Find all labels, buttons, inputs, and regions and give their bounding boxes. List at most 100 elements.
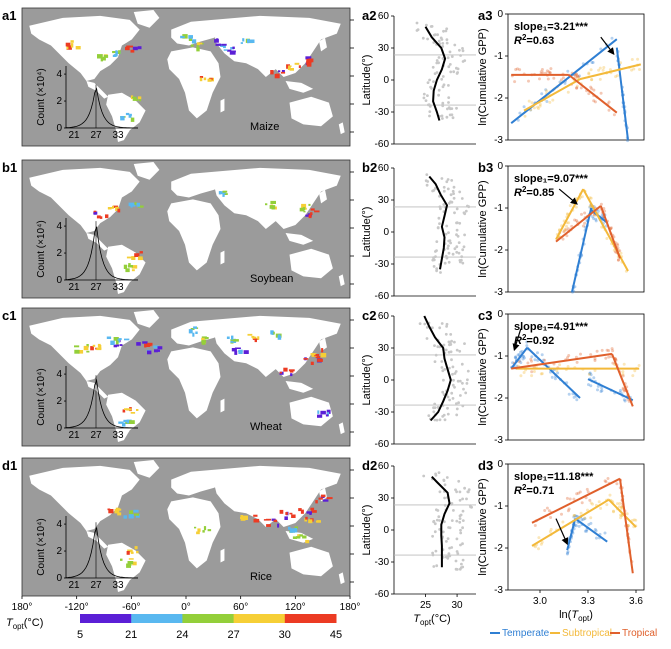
crop-patch (315, 500, 318, 504)
lat-point (423, 322, 427, 326)
lat-point (462, 387, 465, 391)
crop-patch (277, 523, 280, 528)
lat-point (448, 398, 451, 402)
lat-point (452, 192, 455, 196)
lat-point (456, 379, 460, 383)
reg-point (600, 386, 604, 390)
reg-point (567, 354, 571, 357)
crop-patch (137, 46, 142, 50)
reg-point (619, 513, 622, 517)
lat-point (437, 56, 441, 59)
lat-point (440, 177, 444, 180)
lat-point (422, 92, 426, 96)
lat-point (449, 350, 453, 354)
reg-frame (507, 463, 645, 591)
crop-patch (126, 551, 130, 555)
panel-label: a1 (2, 8, 16, 23)
lat-point (427, 414, 431, 417)
reg-point (590, 78, 594, 82)
reg-line-temperate (526, 346, 581, 399)
lat-point (445, 256, 449, 260)
crop-patch (242, 38, 245, 42)
crop-patch (271, 518, 276, 521)
lat-point (461, 404, 465, 408)
lat-point (443, 418, 447, 422)
lat-point (445, 38, 449, 42)
lat-point (454, 567, 458, 571)
crop-patch (222, 193, 225, 197)
lat-point (446, 178, 450, 181)
lat-y-label: Latitude(°) (361, 355, 373, 406)
reg-point (622, 388, 626, 391)
reg-point (636, 57, 640, 61)
lat-point (440, 366, 444, 369)
crop-patch (147, 342, 153, 346)
reg-point (580, 518, 584, 522)
lat-point (422, 96, 426, 100)
lat-point (432, 265, 436, 268)
crop-patch (110, 340, 115, 345)
colorbar-tick: 5 (77, 629, 83, 641)
crop-patch (271, 331, 275, 335)
r2-text: R2=0.92 (514, 333, 554, 347)
reg-point (590, 61, 594, 64)
reg-point (596, 384, 600, 388)
lat-point (441, 75, 445, 78)
reg-point (574, 72, 578, 76)
reg-point (619, 516, 623, 520)
crop-patch (240, 519, 246, 521)
crop-patch (144, 343, 147, 348)
reg-point (562, 230, 566, 234)
reg-line-temperate (571, 207, 593, 293)
crop-patch (120, 558, 123, 561)
lat-point (427, 103, 431, 106)
lat-point (455, 407, 459, 411)
lat-y-label: Latitude(°) (361, 207, 373, 258)
colorbar-tick: 24 (176, 629, 188, 641)
lat-point (443, 368, 447, 371)
reg-point (594, 217, 598, 221)
reg-point (600, 348, 604, 352)
crop-patch (221, 43, 227, 46)
lat-point (460, 562, 463, 566)
reg-point (580, 195, 584, 199)
reg-point (576, 74, 579, 78)
reg-point (538, 102, 542, 106)
reg-point (604, 356, 608, 360)
lat-point (442, 29, 445, 33)
reg-y-label: ln(Cumulative GPP) (477, 328, 489, 425)
lat-point (442, 83, 446, 87)
crop-patch (318, 497, 323, 500)
crop-patch (215, 43, 222, 46)
crop-patch (136, 202, 140, 207)
lon-tick: -60° (122, 602, 140, 613)
latitude-panel-maize: a2 60 30 0 -30 -60 Latitude(°) (361, 8, 476, 150)
lat-y-tick: 0 (383, 525, 389, 536)
reg-point (522, 105, 526, 109)
reg-point (537, 107, 540, 110)
crop-patch (128, 514, 134, 519)
lat-point (437, 88, 441, 92)
reg-point (580, 501, 584, 505)
lat-y-tick: 30 (378, 493, 390, 504)
lat-point (459, 543, 462, 547)
crop-patch (308, 519, 313, 524)
lon-tick: 180° (340, 602, 361, 613)
lat-point (448, 50, 452, 54)
lat-point (455, 221, 458, 225)
crop-patch (123, 515, 127, 519)
reg-point (574, 514, 578, 518)
lat-point (464, 391, 468, 395)
hist-curve (65, 87, 139, 129)
reg-point (590, 78, 594, 81)
arrow (600, 36, 615, 56)
crop-patch (257, 336, 260, 340)
lat-point (428, 114, 431, 118)
reg-point (522, 354, 525, 358)
reg-point (620, 505, 624, 509)
lat-point (455, 72, 459, 75)
lat-point (447, 101, 450, 104)
crop-patch (223, 44, 226, 49)
reg-point (514, 356, 518, 360)
crop-patch (309, 513, 312, 515)
